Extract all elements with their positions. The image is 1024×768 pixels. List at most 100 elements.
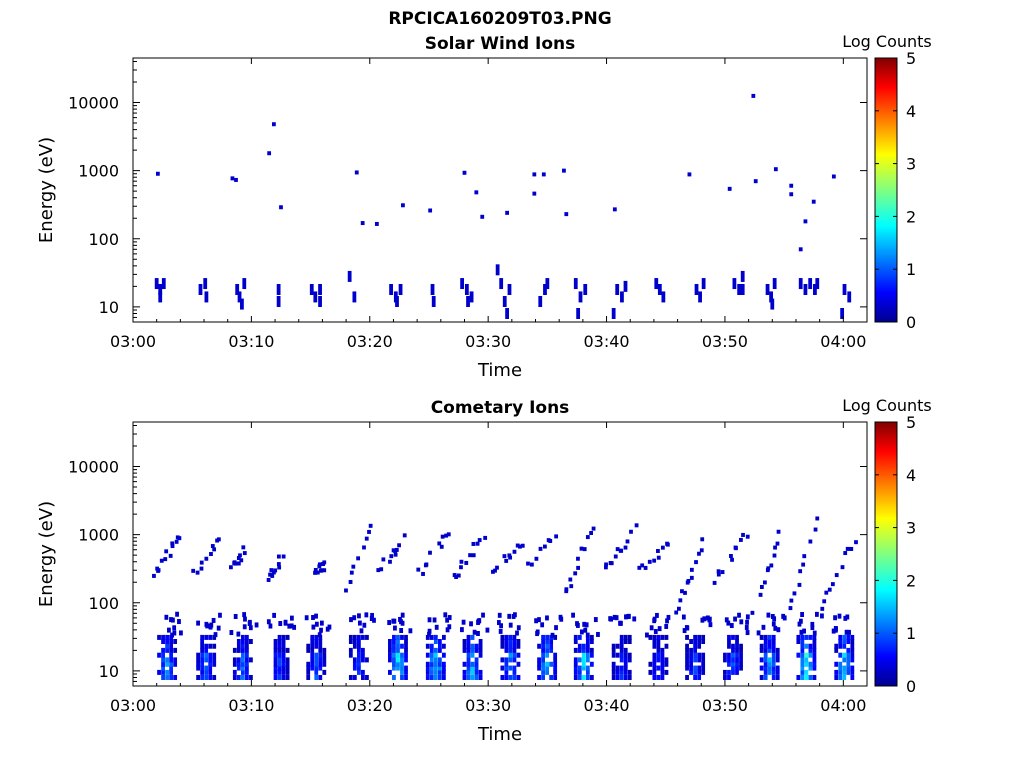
colorbar-tick-label: 2 [906, 207, 916, 226]
data-bin [209, 622, 214, 628]
data-bin [477, 538, 482, 543]
data-bin [240, 657, 245, 663]
data-bin [502, 554, 507, 559]
data-bin [545, 615, 549, 621]
data-bin [697, 643, 702, 649]
data-bin [310, 657, 315, 663]
data-bin [356, 669, 361, 675]
data-bin [273, 643, 278, 649]
data-bin [508, 555, 513, 560]
data-bin [660, 665, 665, 671]
data-bin [249, 657, 253, 663]
data-bin [348, 634, 353, 640]
data-bin [352, 661, 357, 667]
data-bin [242, 624, 247, 630]
data-bin [615, 283, 620, 295]
data-bin [689, 575, 694, 580]
data-bin [727, 652, 731, 658]
x-tick-label: 03:20 [347, 696, 393, 715]
data-bin [577, 657, 582, 663]
data-bin [689, 669, 693, 675]
data-bin [235, 283, 240, 295]
data-bin [739, 619, 744, 625]
data-bin [218, 612, 222, 618]
data-bin [470, 674, 475, 680]
data-bin [318, 665, 323, 671]
data-bin [388, 559, 392, 564]
data-bin [404, 669, 408, 675]
data-bin [268, 572, 272, 577]
data-bin [585, 639, 590, 644]
data-bin [660, 634, 665, 640]
data-bin [516, 643, 521, 649]
data-bin [655, 612, 659, 618]
data-bin [164, 614, 169, 620]
data-bin [243, 616, 247, 622]
data-bin [200, 661, 205, 667]
data-bin [208, 657, 213, 663]
data-bin [581, 674, 586, 680]
data-bin [689, 567, 694, 572]
data-bin [697, 639, 702, 644]
data-bin [242, 612, 247, 618]
data-bin [537, 617, 541, 623]
colorbar-tick-label: 4 [906, 102, 916, 121]
data-bin [388, 652, 392, 658]
data-bin [285, 657, 290, 663]
data-bin [697, 674, 702, 680]
data-bin [322, 568, 327, 573]
data-bin [808, 652, 813, 658]
data-bin [169, 639, 174, 644]
data-bin [356, 661, 361, 667]
data-bin [763, 674, 768, 680]
data-bin [200, 674, 205, 680]
data-bin [273, 647, 278, 653]
data-bin [441, 634, 446, 640]
data-bin [838, 639, 843, 644]
data-bin [204, 291, 209, 303]
data-bin [508, 639, 513, 644]
data-bin [810, 625, 815, 631]
data-bin [481, 612, 485, 618]
data-bin [727, 643, 731, 649]
data-bin [767, 669, 772, 675]
data-bin [204, 556, 209, 561]
data-bin [808, 278, 813, 290]
data-bin [771, 665, 776, 671]
data-bin [478, 639, 483, 644]
data-bin [516, 661, 521, 667]
data-bin [429, 661, 434, 667]
data-bin [240, 634, 245, 640]
data-bin [697, 652, 702, 658]
data-bin [745, 614, 750, 620]
data-bin [277, 661, 282, 667]
data-bin [466, 295, 470, 307]
data-bin [789, 598, 794, 603]
data-bin [508, 665, 513, 671]
data-bin [756, 630, 761, 636]
data-bin [707, 617, 712, 623]
data-bin [364, 612, 369, 618]
data-bin [537, 674, 541, 680]
data-bin [460, 278, 465, 290]
data-bin [685, 647, 689, 653]
data-bin [652, 674, 657, 680]
data-bin [789, 183, 794, 188]
data-bin [306, 661, 311, 667]
data-bin [165, 639, 169, 644]
data-bin [773, 625, 778, 631]
data-bin [808, 665, 813, 671]
data-bin [548, 538, 553, 543]
data-bin [468, 553, 472, 558]
y-tick-label: 10 [99, 298, 119, 317]
data-bin [797, 621, 802, 627]
data-bin [236, 661, 241, 667]
data-bin [772, 278, 777, 290]
data-bin [731, 665, 735, 671]
data-bin [428, 550, 432, 555]
data-bin [834, 669, 839, 675]
data-bin [276, 295, 281, 307]
data-bin [553, 652, 558, 658]
data-bin [842, 652, 847, 658]
data-bin [541, 634, 545, 640]
